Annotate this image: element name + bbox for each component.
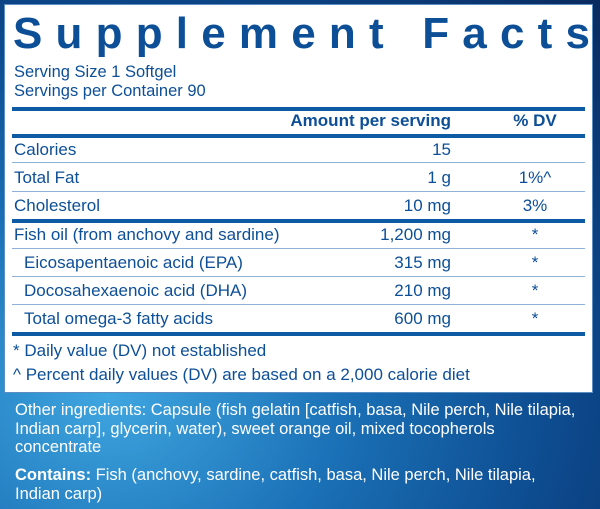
nutrient-amount: 15 [432, 140, 451, 159]
nutrient-name: Calories [14, 140, 77, 159]
nutrient-name: Docosahexaenoic acid (DHA) [24, 281, 247, 300]
nutrient-row: Fish oil (from anchovy and sardine) 1,200… [14, 221, 583, 249]
nutrient-dv: 1%^ [518, 168, 552, 187]
nutrient-amount: 210 mg [394, 281, 451, 300]
nutrient-row: Total omega-3 fatty acids 600 mg * [14, 305, 583, 333]
nutrient-dv: * [531, 253, 539, 272]
nutrient-row: Cholesterol 10 mg 3% [14, 192, 583, 220]
nutrient-amount: 1,200 mg [380, 225, 451, 244]
other-ingredients: Other ingredients: Capsule (fish gelatin… [15, 401, 576, 456]
divider [12, 219, 585, 223]
serving-size: Serving Size 1 Softgel [14, 63, 177, 81]
divider [12, 134, 585, 138]
divider [12, 107, 585, 111]
divider [12, 332, 585, 336]
nutrient-dv: * [531, 225, 539, 244]
nutrient-name: Total Fat [14, 168, 80, 187]
nutrient-amount: 1 g [427, 168, 451, 187]
servings-per-container: Servings per Container 90 [14, 82, 206, 100]
nutrient-row: Docosahexaenoic acid (DHA) 210 mg * [14, 277, 583, 305]
nutrient-name: Eicosapentaenoic acid (EPA) [24, 253, 243, 272]
divider [12, 191, 585, 192]
nutrient-name: Total omega-3 fatty acids [24, 309, 213, 328]
dv-header: % DV [513, 111, 557, 130]
nutrient-row: Total Fat 1 g 1%^ [14, 164, 583, 192]
nutrient-amount: 10 mg [403, 196, 451, 215]
divider [12, 162, 585, 163]
amount-header: Amount per serving [290, 111, 451, 130]
nutrient-dv: 3% [522, 196, 548, 215]
supplement-facts-panel: Supplement Facts Serving Size 1 Softgel … [4, 4, 593, 393]
contains-text: Fish (anchovy, sardine, catfish, basa, N… [15, 466, 536, 503]
column-header: Amount per serving % DV [14, 107, 583, 135]
nutrient-amount: 600 mg [394, 309, 451, 328]
footnote-dv-not-established: * Daily value (DV) not established [13, 341, 267, 360]
divider [12, 248, 585, 249]
nutrient-row: Eicosapentaenoic acid (EPA) 315 mg * [14, 249, 583, 277]
nutrient-row: Calories 15 [14, 136, 583, 164]
divider [12, 304, 585, 305]
nutrient-dv: * [531, 309, 539, 328]
allergen-statement: Contains: Fish (anchovy, sardine, catfis… [15, 466, 585, 503]
nutrient-amount: 315 mg [394, 253, 451, 272]
title: Supplement Facts [13, 9, 600, 58]
contains-label: Contains: [15, 466, 92, 484]
nutrient-name: Cholesterol [14, 196, 100, 215]
nutrient-dv: * [531, 281, 539, 300]
nutrient-name: Fish oil (from anchovy and sardine) [14, 225, 280, 244]
footnote-percent-dv: ^ Percent daily values (DV) are based on… [13, 365, 470, 384]
divider [12, 276, 585, 277]
